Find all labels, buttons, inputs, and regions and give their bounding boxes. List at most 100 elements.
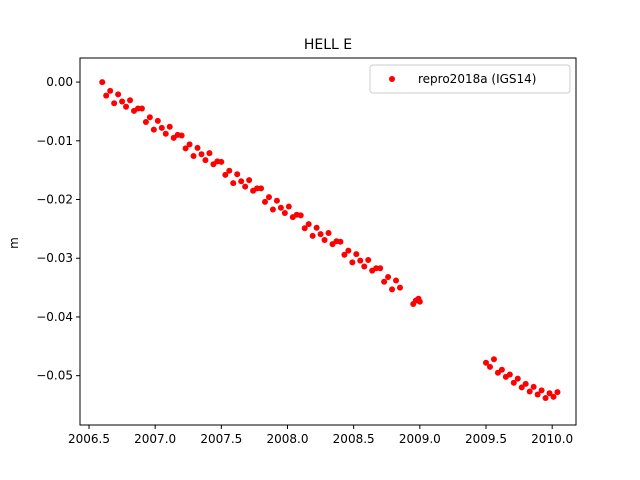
- data-point: [357, 257, 364, 264]
- data-point: [194, 144, 201, 151]
- data-point: [510, 379, 517, 386]
- data-point: [345, 247, 352, 254]
- y-tick-label: 0.00: [46, 75, 73, 89]
- data-point: [226, 167, 233, 174]
- data-point: [138, 105, 145, 112]
- legend-box: [369, 64, 571, 94]
- data-point: [269, 206, 276, 213]
- data-point: [202, 157, 209, 164]
- data-point: [166, 123, 173, 130]
- data-point: [222, 171, 229, 178]
- data-point: [230, 180, 237, 187]
- data-point: [341, 251, 348, 258]
- data-point: [317, 231, 324, 238]
- x-tick-label: 2009.0: [399, 432, 441, 446]
- data-point: [178, 132, 185, 139]
- plot-frame: [79, 57, 577, 426]
- data-point: [242, 183, 249, 190]
- data-point: [107, 87, 114, 94]
- data-point: [490, 356, 497, 363]
- data-point: [337, 238, 344, 245]
- data-point: [483, 359, 490, 366]
- x-tick-label: 2007.5: [200, 432, 242, 446]
- x-tick-label: 2007.0: [134, 432, 176, 446]
- data-point: [518, 384, 525, 391]
- data-point: [301, 225, 308, 232]
- data-point: [182, 145, 189, 152]
- data-point: [246, 177, 253, 184]
- data-point: [554, 389, 561, 396]
- data-point: [393, 277, 400, 284]
- data-point: [123, 103, 130, 110]
- data-point: [218, 158, 225, 165]
- data-point: [530, 383, 537, 390]
- y-tick-label: −0.02: [36, 193, 73, 207]
- data-point: [158, 124, 165, 131]
- data-point: [277, 204, 284, 211]
- data-point: [234, 171, 241, 178]
- data-point: [514, 375, 521, 382]
- data-point: [349, 259, 356, 266]
- data-point: [142, 119, 149, 126]
- data-point: [238, 178, 245, 185]
- y-tick-label: −0.03: [36, 251, 73, 265]
- data-point: [361, 263, 368, 270]
- x-tick-label: 2008.5: [333, 432, 375, 446]
- data-point: [353, 251, 360, 258]
- data-point: [297, 212, 304, 219]
- data-point: [146, 114, 153, 121]
- data-point: [119, 98, 126, 105]
- data-point: [325, 229, 332, 236]
- data-point: [273, 197, 280, 204]
- data-point: [285, 203, 292, 210]
- data-point: [115, 91, 122, 98]
- x-tick-label: 2008.0: [267, 432, 309, 446]
- data-point: [526, 388, 533, 395]
- data-point: [365, 256, 372, 263]
- data-point: [162, 130, 169, 137]
- data-point: [309, 232, 316, 239]
- data-point: [396, 284, 403, 291]
- data-point: [313, 224, 320, 231]
- data-point: [550, 393, 557, 400]
- data-point: [542, 394, 549, 401]
- y-tick-label: −0.05: [36, 369, 73, 383]
- data-point: [127, 97, 134, 104]
- data-point: [198, 151, 205, 158]
- data-point: [534, 391, 541, 398]
- x-tick-label: 2006.5: [68, 432, 110, 446]
- data-point: [99, 79, 106, 86]
- data-point: [486, 363, 493, 370]
- data-point: [154, 117, 161, 124]
- data-point: [265, 194, 272, 201]
- y-tick-label: −0.04: [36, 310, 73, 324]
- data-point: [186, 141, 193, 148]
- data-point: [381, 278, 388, 285]
- data-point: [321, 237, 328, 244]
- data-point: [389, 286, 396, 293]
- data-point: [150, 126, 157, 133]
- data-point: [305, 221, 312, 228]
- y-axis-label: m: [7, 237, 21, 249]
- data-point: [281, 210, 288, 217]
- legend-label: repro2018a (IGS14): [418, 72, 536, 86]
- data-point: [103, 92, 110, 99]
- data-point: [262, 198, 269, 205]
- data-point: [498, 366, 505, 373]
- data-point: [538, 387, 545, 394]
- data-point: [377, 265, 384, 272]
- data-point: [506, 371, 513, 378]
- legend-marker: [389, 76, 395, 82]
- data-point: [522, 380, 529, 387]
- x-tick-label: 2010.0: [531, 432, 573, 446]
- data-point: [190, 153, 197, 160]
- x-tick-label: 2009.5: [465, 432, 507, 446]
- data-point: [111, 100, 118, 107]
- data-point: [385, 274, 392, 281]
- data-point: [258, 185, 265, 192]
- y-tick-label: −0.01: [36, 134, 73, 148]
- data-point: [546, 390, 553, 397]
- chart-title: HELL E: [304, 37, 352, 53]
- data-point: [206, 150, 213, 157]
